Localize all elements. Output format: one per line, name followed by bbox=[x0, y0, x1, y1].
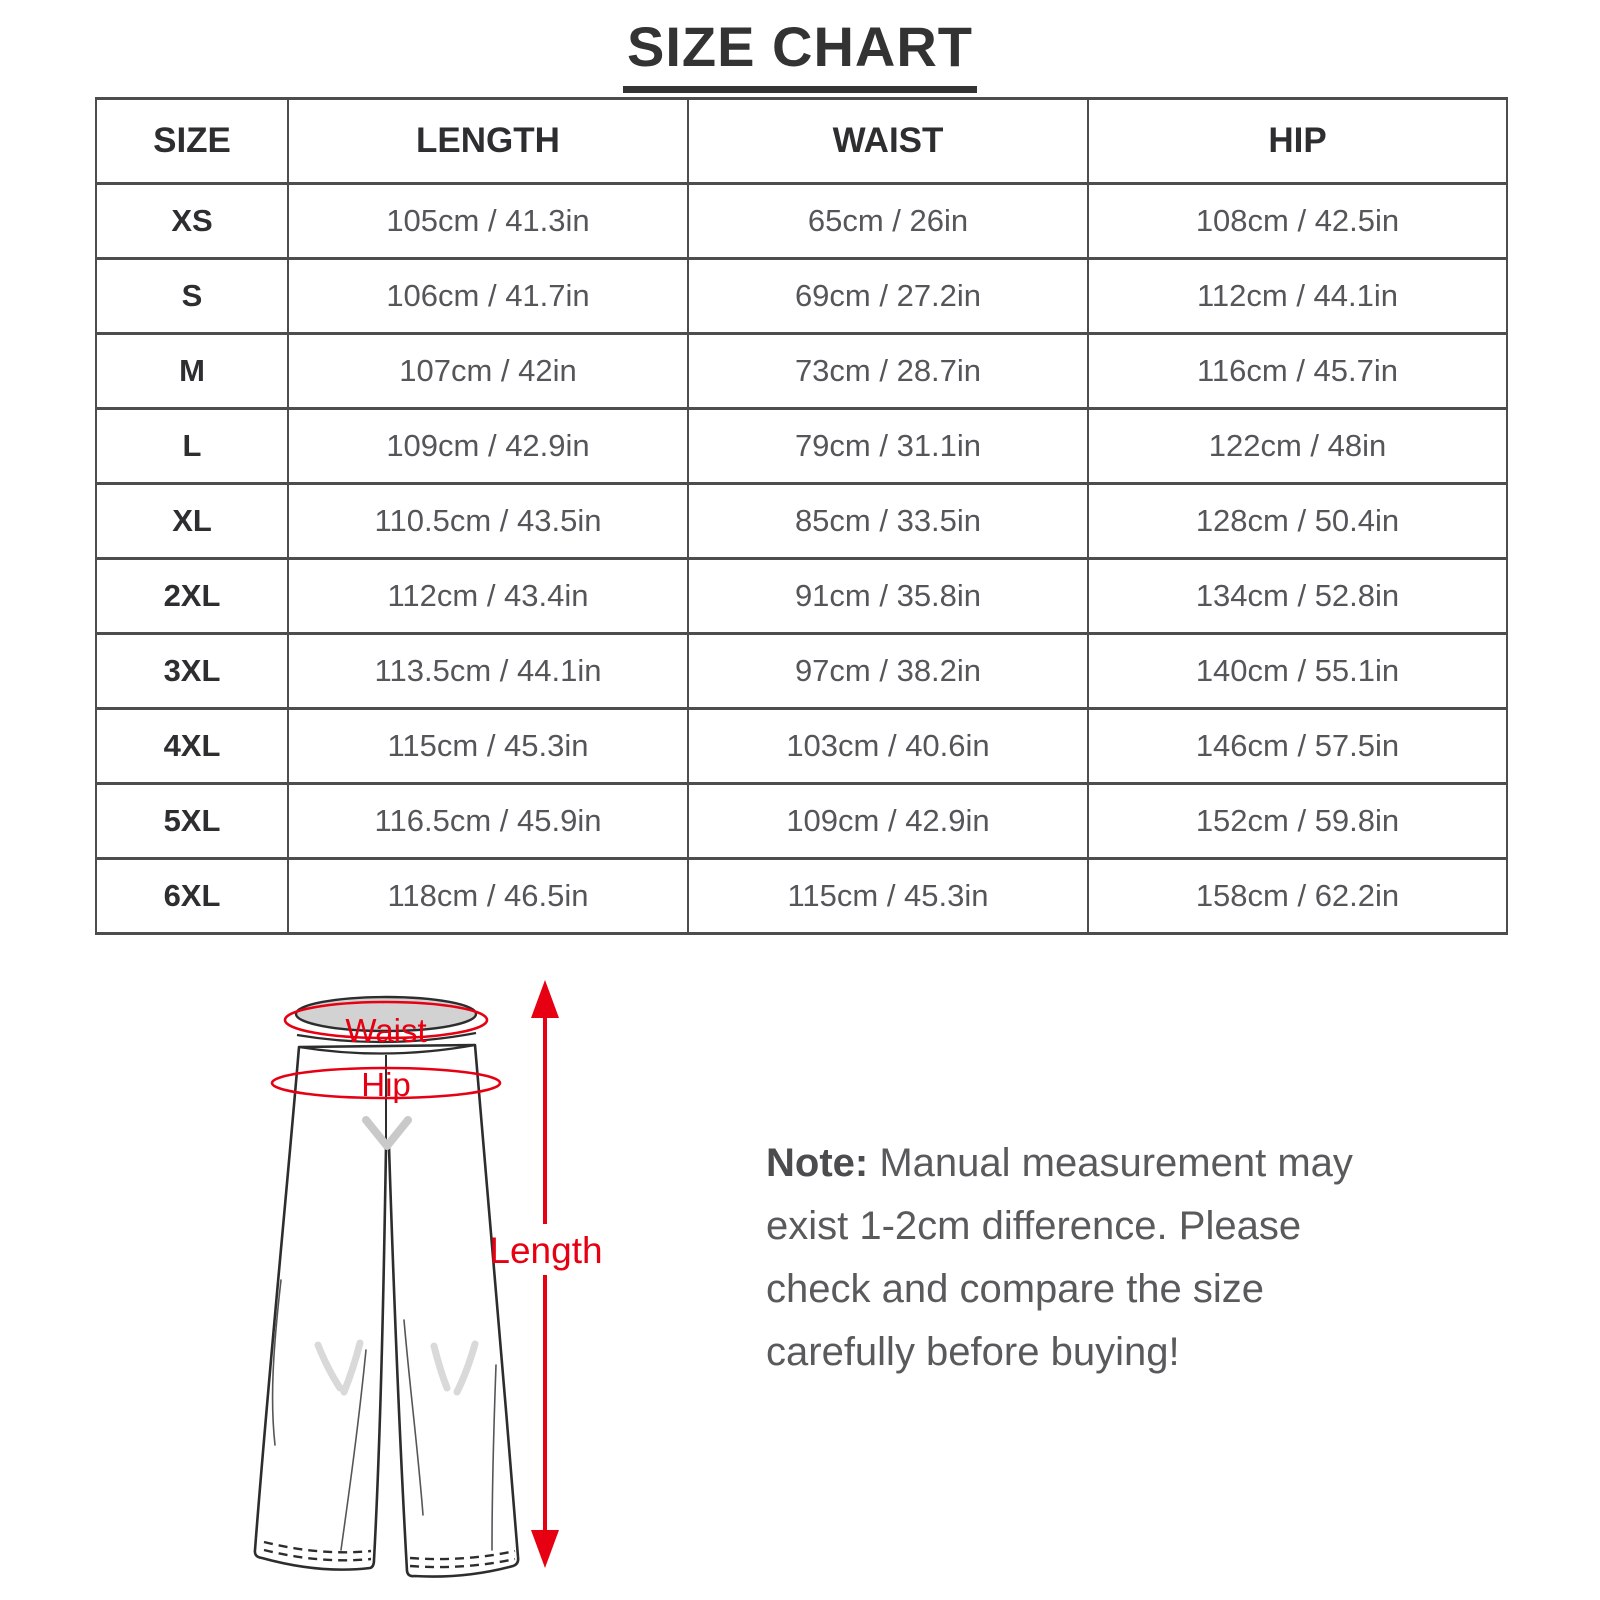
hip-value: 146cm / 57.5in bbox=[1087, 707, 1508, 785]
crotch-shadow bbox=[362, 1116, 412, 1150]
waist-value: 73cm / 28.7in bbox=[687, 332, 1089, 410]
waistband-seam-2 bbox=[298, 1043, 476, 1055]
length-label: Length bbox=[489, 1230, 602, 1271]
size-label: 5XL bbox=[95, 782, 289, 860]
waist-label: Waist bbox=[345, 1012, 426, 1049]
table-row: 6XL 118cm / 46.5in 115cm / 45.3in 158cm … bbox=[95, 857, 1508, 935]
size-table: SIZE LENGTH WAIST HIP XS 105cm / 41.3in … bbox=[95, 97, 1508, 935]
waist-value: 85cm / 33.5in bbox=[687, 482, 1089, 560]
note-label: Note: bbox=[766, 1141, 869, 1185]
size-label: 6XL bbox=[95, 857, 289, 935]
waist-value: 79cm / 31.1in bbox=[687, 407, 1089, 485]
page-title: SIZE CHART bbox=[623, 14, 977, 93]
length-value: 110.5cm / 43.5in bbox=[287, 482, 689, 560]
hip-value: 134cm / 52.8in bbox=[1087, 557, 1508, 635]
hip-value: 122cm / 48in bbox=[1087, 407, 1508, 485]
waist-value: 65cm / 26in bbox=[687, 182, 1089, 260]
length-value: 118cm / 46.5in bbox=[287, 857, 689, 935]
waist-value: 109cm / 42.9in bbox=[687, 782, 1089, 860]
size-label: 3XL bbox=[95, 632, 289, 710]
hip-value: 140cm / 55.1in bbox=[1087, 632, 1508, 710]
table-row: M 107cm / 42in 73cm / 28.7in 116cm / 45.… bbox=[95, 332, 1508, 410]
size-label: M bbox=[95, 332, 289, 410]
table-row: 2XL 112cm / 43.4in 91cm / 35.8in 134cm /… bbox=[95, 557, 1508, 635]
note-line-4: carefully before buying! bbox=[766, 1330, 1180, 1374]
table-header-row: SIZE LENGTH WAIST HIP bbox=[95, 97, 1508, 185]
note-line-3: check and compare the size bbox=[766, 1267, 1265, 1311]
hip-value: 112cm / 44.1in bbox=[1087, 257, 1508, 335]
size-label: XL bbox=[95, 482, 289, 560]
pants-measurement-diagram: Waist Hip Length bbox=[180, 950, 650, 1580]
size-label: L bbox=[95, 407, 289, 485]
table-row: S 106cm / 41.7in 69cm / 27.2in 112cm / 4… bbox=[95, 257, 1508, 335]
waist-value: 91cm / 35.8in bbox=[687, 557, 1089, 635]
size-label: 2XL bbox=[95, 557, 289, 635]
hip-value: 108cm / 42.5in bbox=[1087, 182, 1508, 260]
column-header-size: SIZE bbox=[95, 97, 289, 185]
length-value: 115cm / 45.3in bbox=[287, 707, 689, 785]
page-title-wrap: SIZE CHART bbox=[0, 14, 1600, 93]
hip-label: Hip bbox=[361, 1066, 411, 1103]
length-value: 109cm / 42.9in bbox=[287, 407, 689, 485]
size-label: S bbox=[95, 257, 289, 335]
note-line-2: exist 1-2cm difference. Please bbox=[766, 1204, 1302, 1248]
column-header-waist: WAIST bbox=[687, 97, 1089, 185]
table-row: XL 110.5cm / 43.5in 85cm / 33.5in 128cm … bbox=[95, 482, 1508, 560]
waistband-seam-1 bbox=[296, 1031, 477, 1044]
hip-measure-ellipse bbox=[270, 1066, 502, 1100]
hip-value: 158cm / 62.2in bbox=[1087, 857, 1508, 935]
waist-value: 69cm / 27.2in bbox=[687, 257, 1089, 335]
waist-measure-ellipse bbox=[283, 1000, 489, 1040]
waistband-opening bbox=[294, 995, 478, 1033]
length-value: 106cm / 41.7in bbox=[287, 257, 689, 335]
size-label: XS bbox=[95, 182, 289, 260]
length-value: 107cm / 42in bbox=[287, 332, 689, 410]
length-value: 116.5cm / 45.9in bbox=[287, 782, 689, 860]
measurement-note: Note: Manual measurement may exist 1-2cm… bbox=[766, 1132, 1376, 1384]
waist-value: 97cm / 38.2in bbox=[687, 632, 1089, 710]
size-label: 4XL bbox=[95, 707, 289, 785]
length-value: 105cm / 41.3in bbox=[287, 182, 689, 260]
knee-creases bbox=[314, 1339, 479, 1396]
hip-value: 116cm / 45.7in bbox=[1087, 332, 1508, 410]
table-row: 5XL 116.5cm / 45.9in 109cm / 42.9in 152c… bbox=[95, 782, 1508, 860]
table-row: 3XL 113.5cm / 44.1in 97cm / 38.2in 140cm… bbox=[95, 632, 1508, 710]
seam-hints bbox=[271, 1279, 497, 1551]
table-row: L 109cm / 42.9in 79cm / 31.1in 122cm / 4… bbox=[95, 407, 1508, 485]
length-value: 113.5cm / 44.1in bbox=[287, 632, 689, 710]
hip-value: 128cm / 50.4in bbox=[1087, 482, 1508, 560]
column-header-hip: HIP bbox=[1087, 97, 1508, 185]
length-arrow bbox=[531, 980, 559, 1568]
length-value: 112cm / 43.4in bbox=[287, 557, 689, 635]
note-line-1: Manual measurement may bbox=[879, 1141, 1353, 1185]
waist-value: 115cm / 45.3in bbox=[687, 857, 1089, 935]
waist-value: 103cm / 40.6in bbox=[687, 707, 1089, 785]
pants-diagram-svg: Waist Hip Length bbox=[253, 980, 603, 1578]
hip-value: 152cm / 59.8in bbox=[1087, 782, 1508, 860]
column-header-length: LENGTH bbox=[287, 97, 689, 185]
table-row: 4XL 115cm / 45.3in 103cm / 40.6in 146cm … bbox=[95, 707, 1508, 785]
table-row: XS 105cm / 41.3in 65cm / 26in 108cm / 42… bbox=[95, 182, 1508, 260]
